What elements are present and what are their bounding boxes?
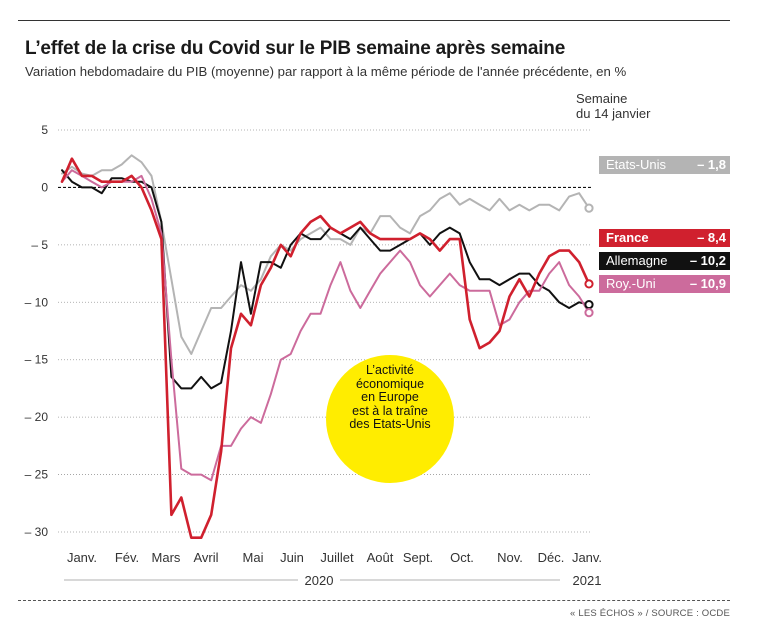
x-tick-label: Déc. <box>538 550 565 565</box>
series-line-roy-uni <box>61 169 590 482</box>
legend-value: – 10,2 <box>689 253 726 268</box>
chart-subtitle: Variation hebdomadaire du PIB (moyenne) … <box>25 64 627 79</box>
x-tick-label: Janv. <box>67 550 97 565</box>
series-line-allemagne <box>61 169 590 390</box>
x-tick-labels: Janv. Fév. Mars Avril Mai Juin Juillet Août Sept… <box>67 550 602 565</box>
x-tick-label: Juillet <box>320 550 354 565</box>
series-line-france <box>60 157 591 540</box>
y-tick-label: 5 <box>41 123 48 137</box>
x-tick-label: Mars <box>152 550 181 565</box>
year-labels: 2020 2021 <box>64 573 601 588</box>
end-marker-roy-uni <box>584 308 594 318</box>
legend-value: – 1,8 <box>697 157 726 172</box>
x-tick-label: Avril <box>193 550 218 565</box>
y-tick-label: – 20 <box>25 410 49 424</box>
top-rule <box>18 20 730 21</box>
end-marker-allemagne <box>584 299 594 310</box>
y-tick-label: 0 <box>41 180 48 194</box>
y-tick-label: – 5 <box>31 238 48 252</box>
grid-lines <box>58 129 592 533</box>
legend-item-france: France – 8,4 <box>599 229 730 247</box>
legend-value: – 8,4 <box>697 230 726 245</box>
y-tick-label: – 15 <box>25 353 49 367</box>
x-tick-label: Mai <box>243 550 264 565</box>
legend-name: Allemagne <box>606 253 668 268</box>
x-tick-label: Oct. <box>450 550 474 565</box>
x-tick-label: Août <box>367 550 394 565</box>
week-note: Semaine du 14 janvier <box>576 91 651 121</box>
legend-item-etats-unis: Etats-Unis – 1,8 <box>599 156 730 174</box>
legend-value: – 10,9 <box>689 276 726 291</box>
x-tick-label: Janv. <box>572 550 602 565</box>
legend-name: Etats-Unis <box>606 157 666 172</box>
y-tick-label: – 10 <box>25 295 49 309</box>
bottom-rule <box>18 600 730 601</box>
legend-name: France <box>606 230 649 245</box>
series-end-markers <box>584 203 594 318</box>
x-tick-label: Sept. <box>403 550 433 565</box>
y-tick-label: – 25 <box>25 468 49 482</box>
y-tick-labels: 5 0 – 5 – 10 – 15 – 20 – 25 – 30 <box>25 123 49 539</box>
year-label-2021: 2021 <box>573 573 602 588</box>
legend-item-allemagne: Allemagne – 10,2 <box>599 252 730 270</box>
x-tick-label: Juin <box>280 550 304 565</box>
end-marker-france <box>584 279 594 289</box>
legend-item-roy-uni: Roy.-Uni – 10,9 <box>599 275 730 293</box>
year-label-2020: 2020 <box>305 573 334 588</box>
annotation-text: L’activité économique en Europe est à la… <box>349 363 431 431</box>
x-tick-label: Nov. <box>497 550 523 565</box>
annotation-bubble <box>326 355 454 483</box>
x-tick-label: Fév. <box>115 550 139 565</box>
end-marker-etats-unis <box>584 203 594 213</box>
y-tick-label: – 30 <box>25 525 49 539</box>
source-note: « LES ÉCHOS » / SOURCE : OCDE <box>570 608 730 619</box>
legend-name: Roy.-Uni <box>606 276 656 291</box>
series-lines <box>60 154 591 540</box>
chart-title: L’effet de la crise du Covid sur le PIB … <box>25 38 566 59</box>
